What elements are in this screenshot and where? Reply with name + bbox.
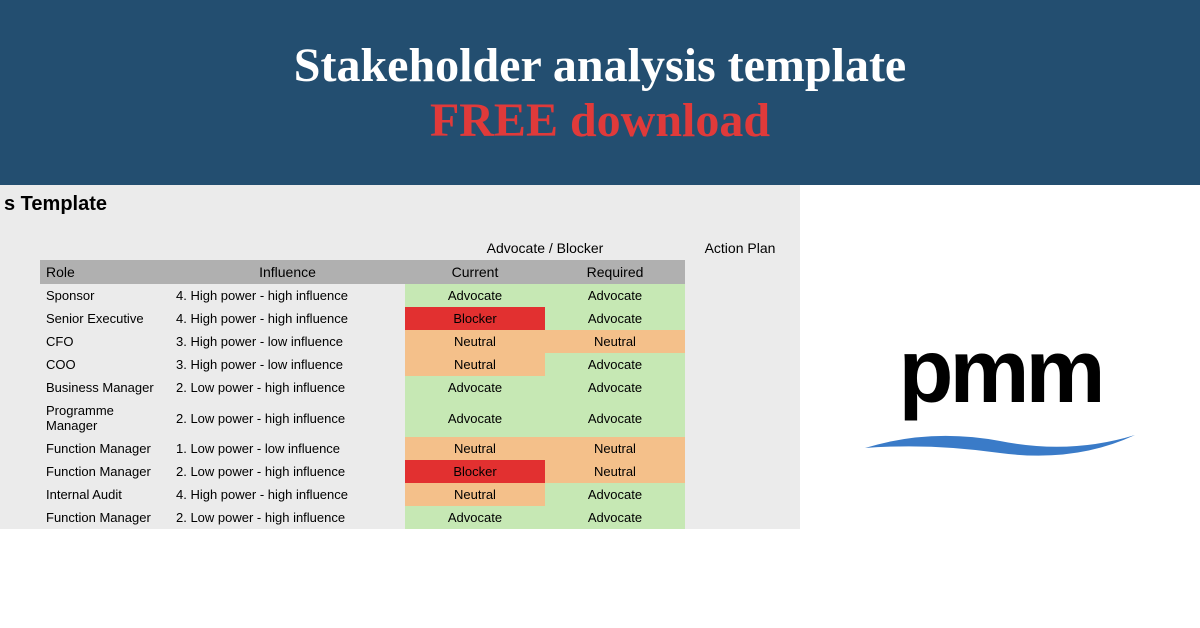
- cell-required: Neutral: [545, 437, 685, 460]
- cell-role: Business Manager: [40, 376, 170, 399]
- cell-influence: 3. High power - low influence: [170, 353, 405, 376]
- cell-influence: 2. Low power - high influence: [170, 376, 405, 399]
- header-required: Required: [545, 260, 685, 284]
- cell-current: Advocate: [405, 506, 545, 529]
- logo-area: pmm: [800, 185, 1200, 529]
- table-row: Sponsor4. High power - high influenceAdv…: [0, 284, 800, 307]
- table-row: COO3. High power - low influenceNeutralA…: [0, 353, 800, 376]
- table-row: Programme Manager2. Low power - high inf…: [0, 399, 800, 437]
- cell-influence: 2. Low power - high influence: [170, 399, 405, 437]
- cell-required: Neutral: [545, 460, 685, 483]
- cell-required: Advocate: [545, 353, 685, 376]
- cell-influence: 1. Low power - low influence: [170, 437, 405, 460]
- header-influence: Influence: [170, 260, 405, 284]
- content-area: s Template Advocate / Blocker Action Pla…: [0, 185, 1200, 529]
- cell-influence: 4. High power - high influence: [170, 284, 405, 307]
- cell-current: Neutral: [405, 483, 545, 506]
- header-current: Current: [405, 260, 545, 284]
- super-header-action-plan: Action Plan: [685, 236, 795, 260]
- super-spacer: [40, 236, 405, 260]
- table-row: Internal Audit4. High power - high influ…: [0, 483, 800, 506]
- cell-current: Blocker: [405, 307, 545, 330]
- banner-title: Stakeholder analysis template: [294, 38, 906, 93]
- header-role: Role: [40, 260, 170, 284]
- cell-action: [685, 483, 795, 506]
- cell-required: Advocate: [545, 376, 685, 399]
- cell-action: [685, 284, 795, 307]
- cell-current: Advocate: [405, 399, 545, 437]
- cell-action: [685, 307, 795, 330]
- table-row: Function Manager2. Low power - high infl…: [0, 506, 800, 529]
- table-row: Senior Executive4. High power - high inf…: [0, 307, 800, 330]
- cell-role: Function Manager: [40, 460, 170, 483]
- cell-current: Neutral: [405, 437, 545, 460]
- table-row: Business Manager2. Low power - high infl…: [0, 376, 800, 399]
- cell-required: Advocate: [545, 399, 685, 437]
- cell-role: Internal Audit: [40, 483, 170, 506]
- cell-current: Neutral: [405, 330, 545, 353]
- cell-role: Function Manager: [40, 437, 170, 460]
- header-row: Role Influence Current Required: [0, 260, 800, 284]
- header-action-blank: [685, 260, 795, 284]
- table-row: Function Manager2. Low power - high infl…: [0, 460, 800, 483]
- cell-action: [685, 399, 795, 437]
- table-row: CFO3. High power - low influenceNeutralN…: [0, 330, 800, 353]
- rows-container: Sponsor4. High power - high influenceAdv…: [0, 284, 800, 529]
- corner-label: s Template: [0, 193, 800, 236]
- cell-action: [685, 437, 795, 460]
- cell-required: Advocate: [545, 483, 685, 506]
- super-header-advocate-blocker: Advocate / Blocker: [405, 236, 685, 260]
- cell-role: Function Manager: [40, 506, 170, 529]
- cell-influence: 3. High power - low influence: [170, 330, 405, 353]
- cell-role: CFO: [40, 330, 170, 353]
- cell-influence: 2. Low power - high influence: [170, 460, 405, 483]
- banner-subtitle: FREE download: [430, 93, 770, 148]
- cell-action: [685, 353, 795, 376]
- cell-required: Advocate: [545, 506, 685, 529]
- table-row: Function Manager1. Low power - low influ…: [0, 437, 800, 460]
- cell-role: Sponsor: [40, 284, 170, 307]
- cell-action: [685, 376, 795, 399]
- cell-current: Advocate: [405, 376, 545, 399]
- cell-role: Programme Manager: [40, 399, 170, 437]
- cell-role: Senior Executive: [40, 307, 170, 330]
- cell-current: Neutral: [405, 353, 545, 376]
- cell-current: Blocker: [405, 460, 545, 483]
- banner: Stakeholder analysis template FREE downl…: [0, 0, 1200, 185]
- cell-required: Neutral: [545, 330, 685, 353]
- cell-influence: 2. Low power - high influence: [170, 506, 405, 529]
- cell-required: Advocate: [545, 284, 685, 307]
- cell-action: [685, 460, 795, 483]
- cell-influence: 4. High power - high influence: [170, 483, 405, 506]
- table-area: s Template Advocate / Blocker Action Pla…: [0, 185, 800, 529]
- cell-role: COO: [40, 353, 170, 376]
- cell-action: [685, 506, 795, 529]
- cell-required: Advocate: [545, 307, 685, 330]
- cell-action: [685, 330, 795, 353]
- cell-current: Advocate: [405, 284, 545, 307]
- cell-influence: 4. High power - high influence: [170, 307, 405, 330]
- wave-icon: [860, 423, 1140, 463]
- super-header-row: Advocate / Blocker Action Plan: [0, 236, 800, 260]
- logo-text: pmm: [898, 332, 1101, 413]
